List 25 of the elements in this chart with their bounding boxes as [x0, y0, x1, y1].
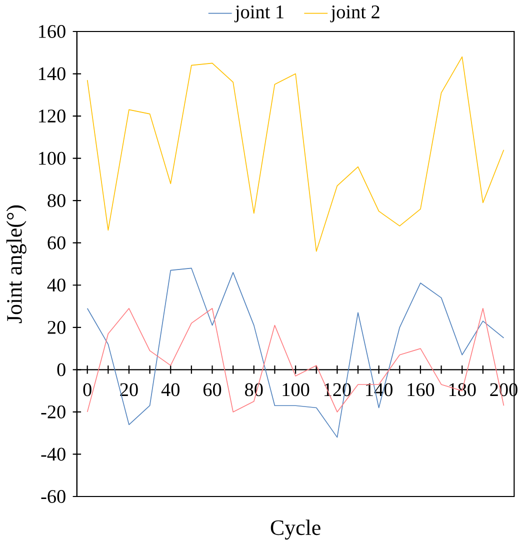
legend-label: joint 1	[234, 5, 284, 22]
y-tick-label: 140	[39, 67, 66, 80]
y-tick-label: 60	[48, 236, 66, 250]
legend-label: joint 2	[330, 5, 380, 22]
x-tick-label: 40	[162, 383, 180, 396]
x-tick-label: 60	[204, 383, 222, 396]
x-tick-label: 160	[408, 383, 434, 396]
x-tick-label: 100	[283, 383, 310, 396]
y-tick-label: 80	[48, 194, 66, 208]
x-tick-label: 0	[83, 383, 92, 396]
y-tick-label: 0	[57, 363, 66, 376]
x-tick-label: 180	[450, 383, 476, 396]
y-tick-label: -20	[41, 405, 66, 418]
y-tick-label: 40	[48, 278, 66, 292]
y-tick-label: 20	[48, 320, 66, 334]
y-tick-label: -60	[41, 490, 66, 503]
x-tick-label: 80	[245, 383, 263, 396]
y-tick-label: -40	[41, 448, 66, 461]
y-axis-title: Joint angle(°)	[6, 205, 27, 324]
line-series	[87, 56, 504, 252]
y-tick-label: 160	[39, 25, 66, 38]
x-axis-title: Cycle	[271, 520, 321, 540]
x-tick-label: 20	[120, 383, 138, 396]
y-tick-label: 100	[39, 152, 66, 165]
y-tick-label: 120	[39, 110, 66, 123]
